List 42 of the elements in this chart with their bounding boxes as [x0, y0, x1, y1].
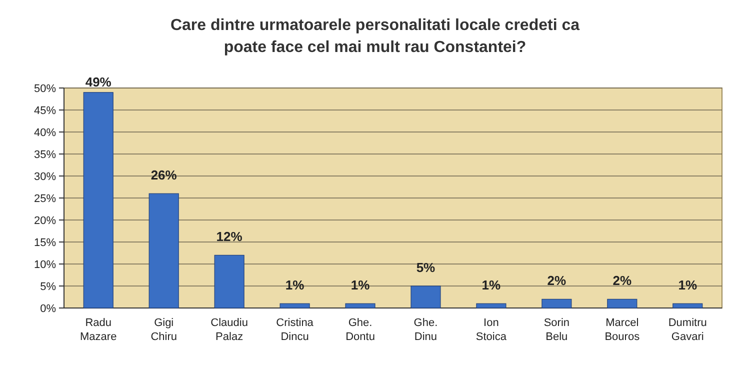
- data-label: 2%: [612, 273, 632, 288]
- x-tick-label: Cristina Dincu: [276, 317, 314, 343]
- bar: [607, 298, 638, 308]
- y-tick-label: 50%: [34, 82, 56, 95]
- bar: [280, 303, 310, 308]
- data-label: 49%: [85, 74, 112, 90]
- x-tick-label: Ion Stoica: [476, 317, 508, 343]
- y-tick-label: 40%: [34, 126, 56, 139]
- data-label: 1%: [285, 278, 305, 293]
- y-tick-label: 35%: [34, 148, 56, 161]
- x-tick-label: Claudiu Palaz: [210, 317, 248, 343]
- data-label: 1%: [350, 278, 370, 293]
- x-tick-label: Gigi Chiru: [150, 317, 177, 343]
- bar: [542, 298, 572, 308]
- y-tick-label: 5%: [40, 280, 56, 293]
- data-label: 5%: [416, 260, 436, 275]
- y-tick-label: 10%: [34, 258, 56, 271]
- bar: [345, 303, 376, 308]
- bar: [672, 303, 703, 308]
- bar: [214, 254, 244, 308]
- y-tick-label: 0%: [40, 302, 56, 315]
- bar: [476, 303, 506, 308]
- data-label: 12%: [216, 229, 243, 244]
- y-tick-label: 45%: [34, 104, 56, 117]
- x-tick-label: Radu Mazare: [80, 317, 117, 343]
- bar: [410, 286, 441, 308]
- data-label: 26%: [150, 168, 178, 183]
- bar: [148, 193, 179, 308]
- x-tick-label: Ghe. Dinu: [414, 317, 438, 343]
- data-label: 1%: [482, 278, 502, 293]
- x-tick-label: Marcel Bouros: [604, 317, 640, 343]
- chart-title: Care dintre urmatoarele personalitati locale credeti ca poate face cel mai mult rau Constantei?: [170, 17, 580, 56]
- y-tick-label: 30%: [34, 170, 56, 183]
- x-tick-label: Sorin Belu: [544, 317, 570, 343]
- y-tick-label: 20%: [34, 214, 56, 227]
- data-label: 2%: [547, 273, 567, 288]
- y-tick-label: 25%: [34, 192, 56, 205]
- x-tick-label: Ghe. Dontu: [346, 317, 375, 343]
- x-tick-label: Dumitru Gavari: [668, 317, 707, 343]
- bar: [83, 92, 114, 308]
- y-tick-label: 15%: [34, 236, 56, 249]
- data-label: 1%: [678, 278, 698, 293]
